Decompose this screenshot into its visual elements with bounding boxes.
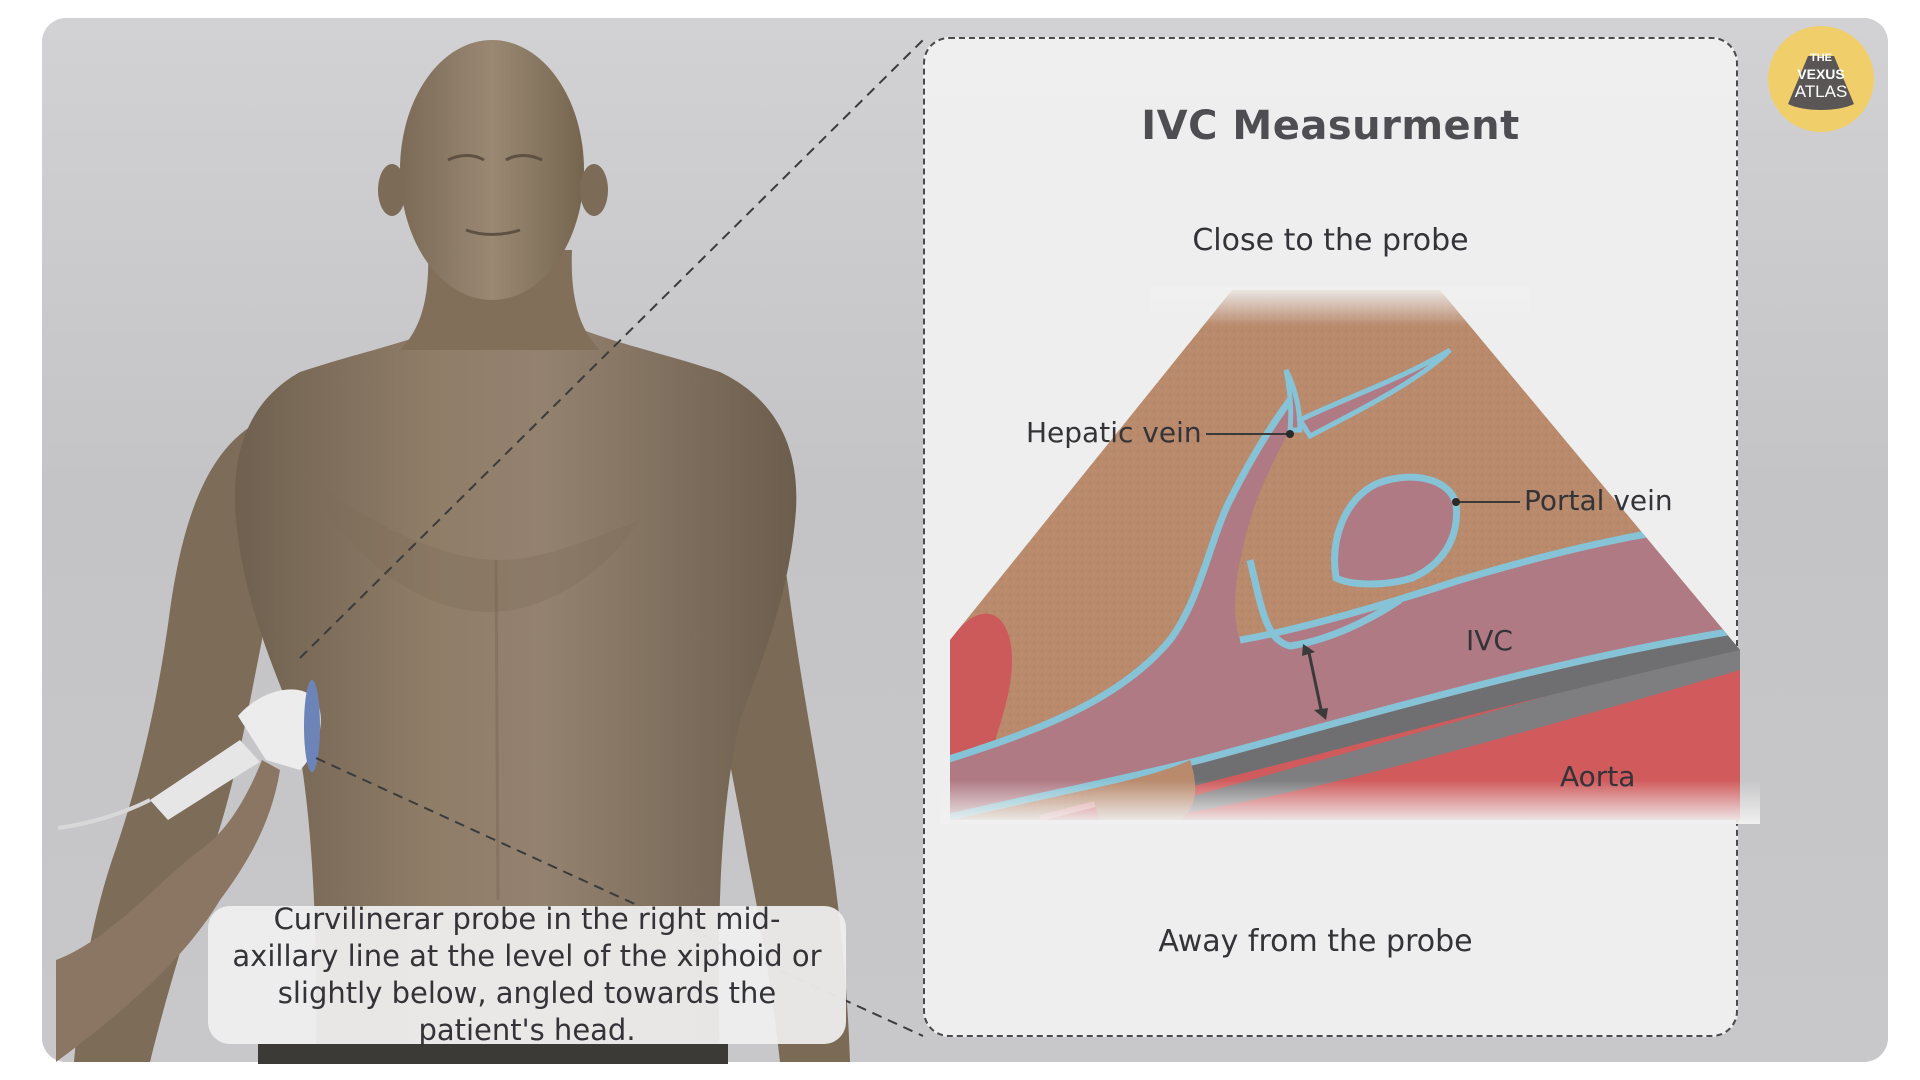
pointer-line-top	[299, 39, 924, 659]
hepatic-vein-label: Hepatic vein	[1026, 416, 1202, 449]
double-arrow-icon	[1302, 644, 1328, 720]
inset-title: IVC Measurment	[1141, 103, 1520, 149]
logo-line-3: ATLAS	[1794, 82, 1848, 101]
close-to-probe-label: Close to the probe	[1192, 223, 1469, 258]
ultrasound-probe-icon	[56, 680, 321, 1062]
logo-line-2: VEXUS	[1797, 66, 1845, 82]
aorta-label: Aorta	[1560, 760, 1636, 793]
caption-text: Curvilinerar probe in the right mid-axil…	[232, 902, 822, 1047]
logo-line-1: THE	[1810, 52, 1832, 64]
away-from-probe-label: Away from the probe	[1158, 924, 1473, 959]
ivc-vessel	[950, 400, 1740, 820]
caption-box: Curvilinerar probe in the right mid-axil…	[208, 902, 846, 1047]
pointer-line-bottom	[315, 757, 924, 1037]
vexus-atlas-logo: THE VEXUS ATLAS	[1768, 26, 1874, 132]
human-torso-figure	[74, 40, 850, 1064]
portal-vein-label: Portal vein	[1524, 484, 1673, 517]
ivc-label: IVC	[1466, 624, 1513, 657]
